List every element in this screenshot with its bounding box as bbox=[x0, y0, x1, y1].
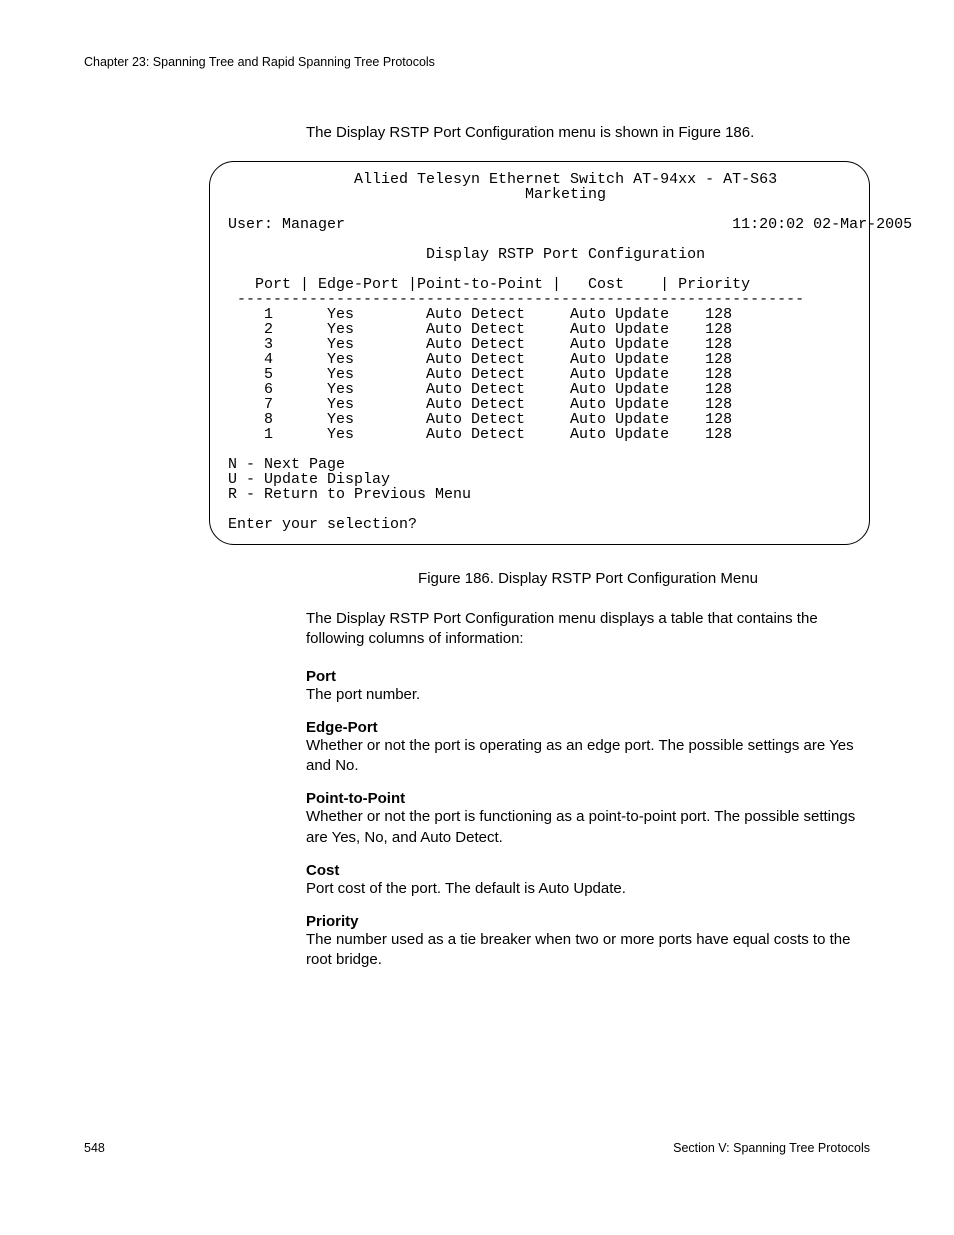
def-term-edge: Edge-Port bbox=[306, 719, 870, 736]
def-term-cost: Cost bbox=[306, 862, 870, 879]
terminal-display: Allied Telesyn Ethernet Switch AT-94xx -… bbox=[209, 161, 870, 545]
def-desc-edge: Whether or not the port is operating as … bbox=[306, 736, 870, 777]
body-paragraph: The Display RSTP Port Configuration menu… bbox=[306, 609, 870, 650]
def-desc-port: The port number. bbox=[306, 685, 870, 705]
chapter-header: Chapter 23: Spanning Tree and Rapid Span… bbox=[84, 55, 870, 69]
section-label: Section V: Spanning Tree Protocols bbox=[673, 1141, 870, 1155]
figure-caption: Figure 186. Display RSTP Port Configurat… bbox=[306, 570, 870, 587]
def-term-priority: Priority bbox=[306, 913, 870, 930]
def-term-port: Port bbox=[306, 668, 870, 685]
def-desc-cost: Port cost of the port. The default is Au… bbox=[306, 879, 870, 899]
def-desc-ptp: Whether or not the port is functioning a… bbox=[306, 807, 870, 848]
def-desc-priority: The number used as a tie breaker when tw… bbox=[306, 930, 870, 971]
intro-paragraph: The Display RSTP Port Configuration menu… bbox=[306, 124, 870, 141]
page-number: 548 bbox=[84, 1141, 105, 1155]
def-term-ptp: Point-to-Point bbox=[306, 790, 870, 807]
